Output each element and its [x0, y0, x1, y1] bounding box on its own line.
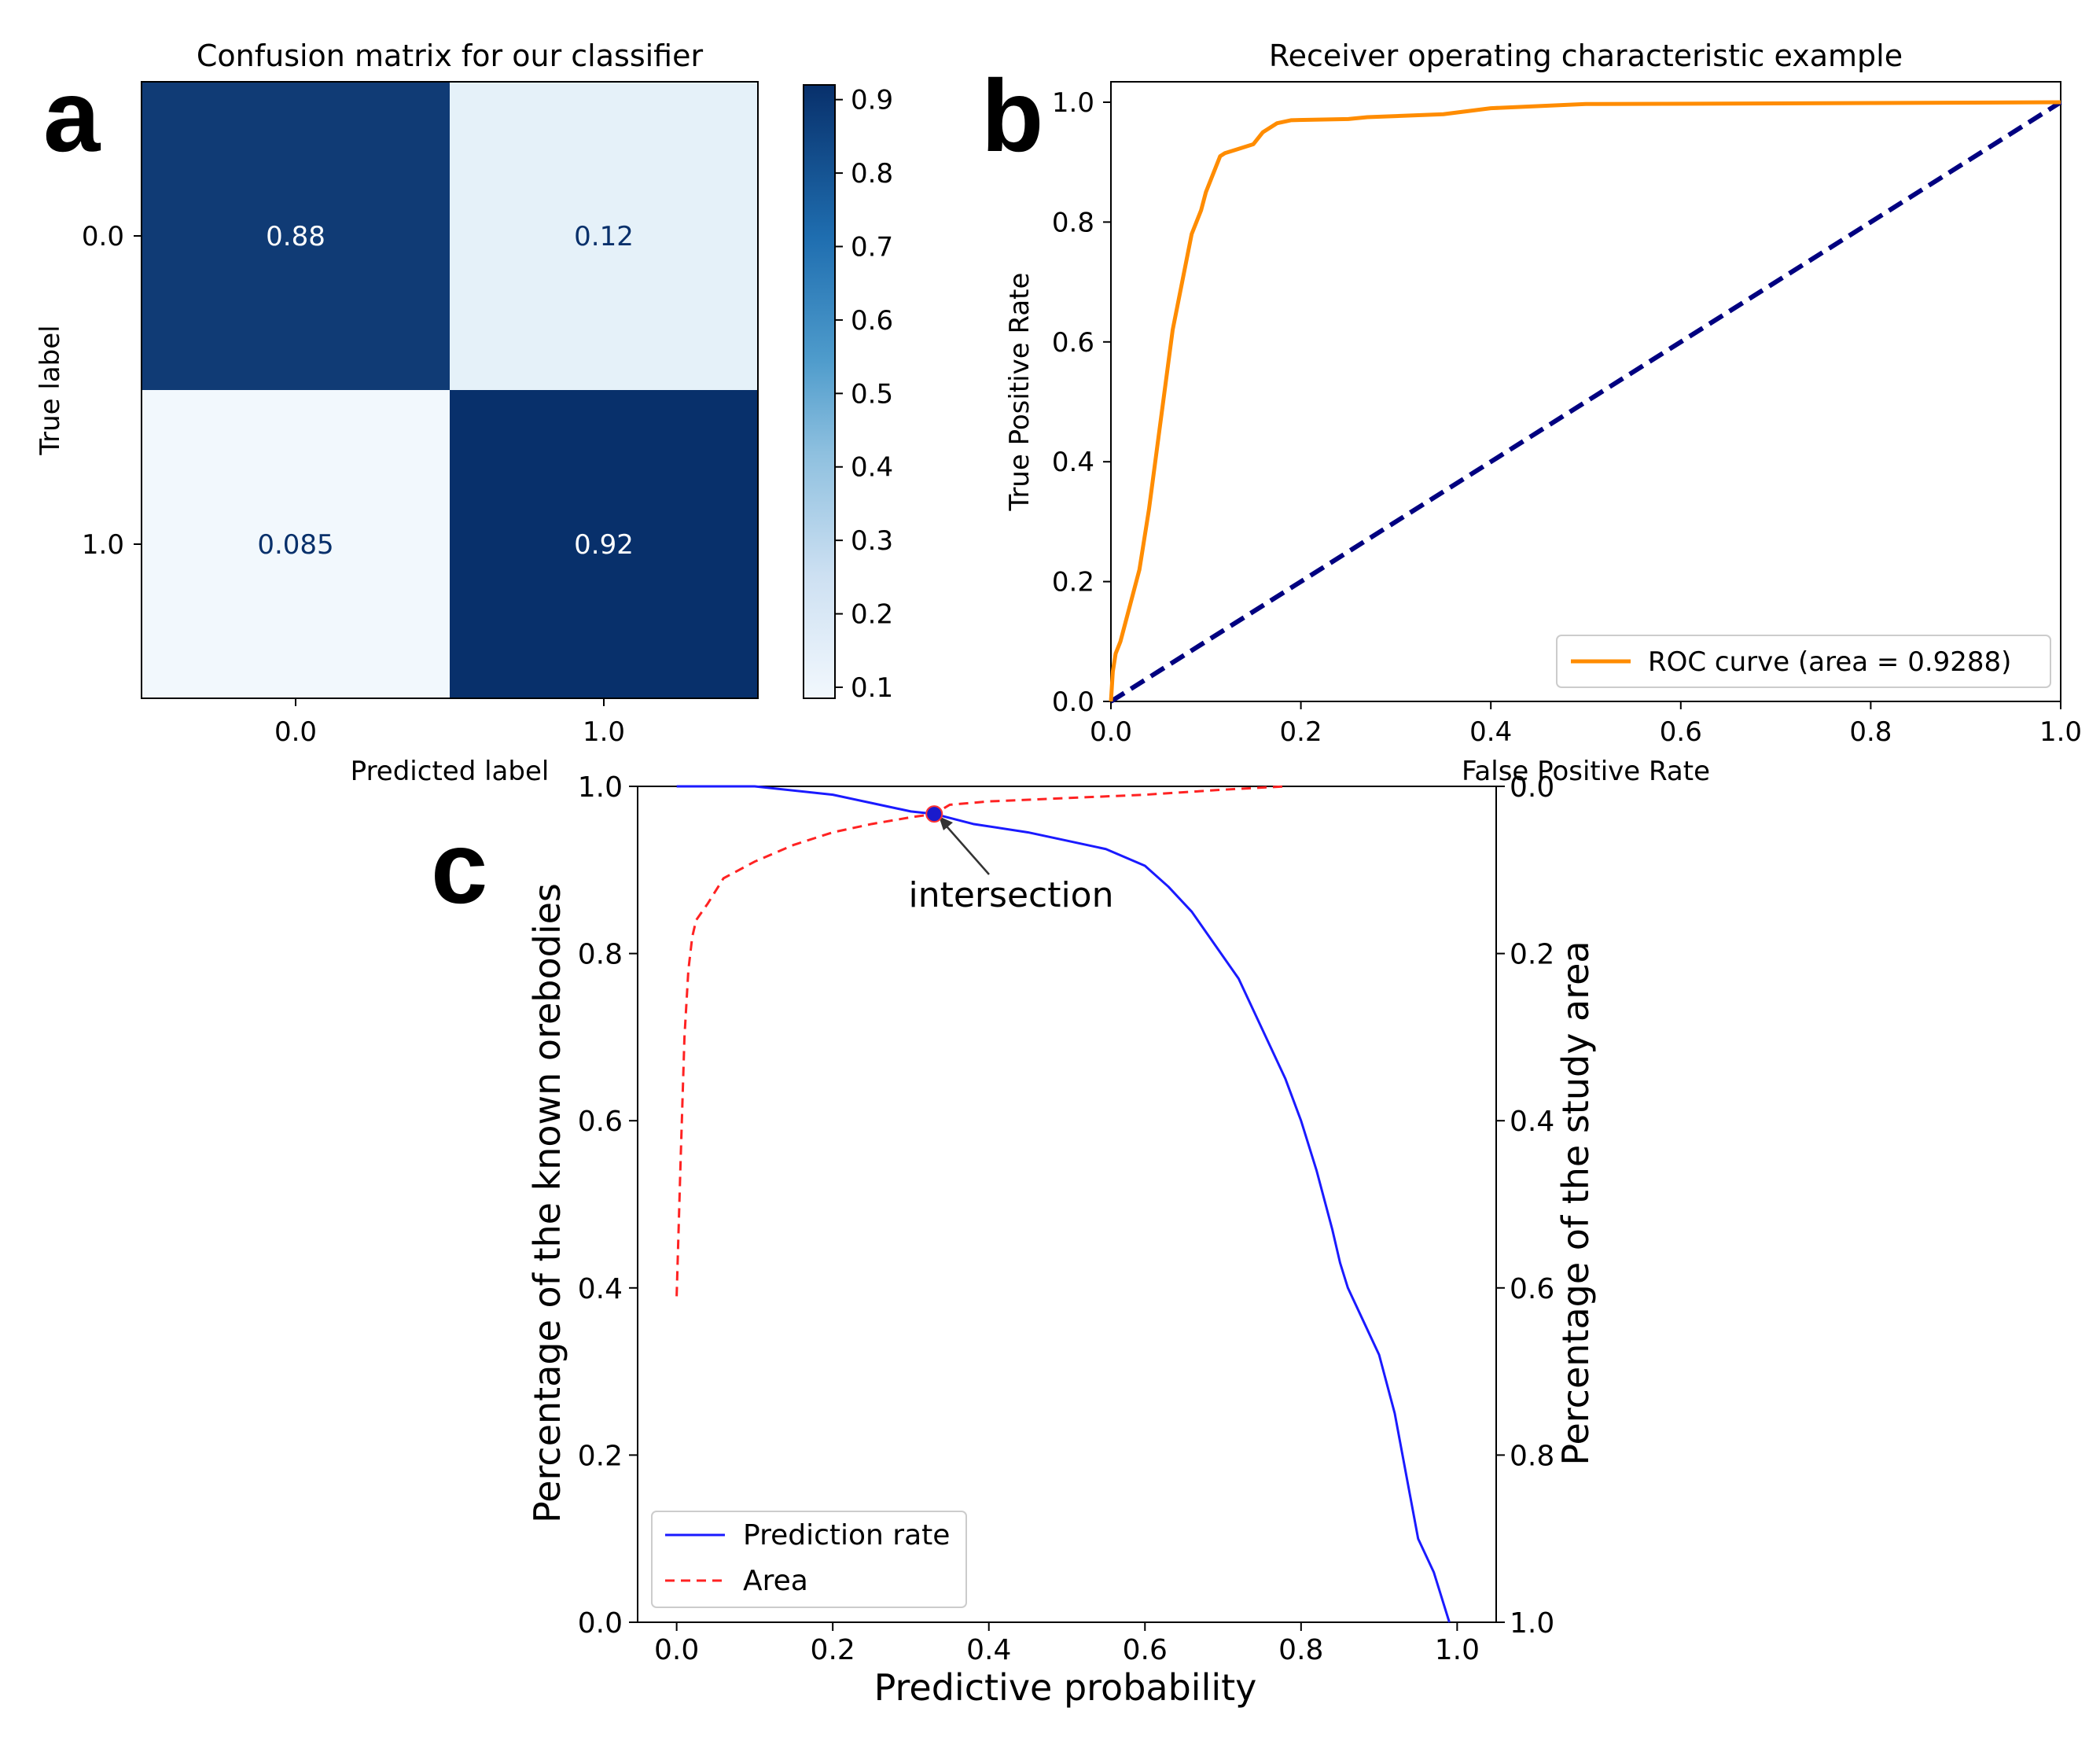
roc-xtick-label: 0.8 — [1849, 716, 1892, 748]
pa-ytick-right-label: 0.4 — [1510, 1106, 1554, 1138]
pa-xtick-label: 0.6 — [1123, 1634, 1168, 1666]
cm-colorbar — [803, 84, 836, 699]
confusion-matrix-panel: a Confusion matrix for our classifier 0.… — [35, 39, 893, 787]
pa-ytick-label: 1.0 — [578, 771, 623, 804]
cm-value-1-1: 0.92 — [574, 529, 634, 561]
pa-ytick-right-label: 0.0 — [1510, 771, 1554, 804]
roc-xtick-label: 0.0 — [1090, 716, 1132, 748]
roc-ytick-label: 0.2 — [1052, 567, 1094, 598]
pa-ytick-label: 0.2 — [578, 1440, 623, 1472]
cm-value-1-0: 0.085 — [257, 529, 333, 561]
cm-colorbar-tick-label: 0.8 — [851, 158, 893, 190]
pa-ylabel-right: Percentage of the study area — [1554, 940, 1597, 1465]
roc-curve-line — [1109, 100, 2061, 702]
prediction-area-panel: c 0.0 0.2 0.4 0.6 0.8 1.00.00.20.40.60.81.0 0.… — [431, 771, 1597, 1709]
cm-colorbar-tick-label: 0.5 — [851, 378, 893, 410]
pa-ytick-right-label: 0.6 — [1510, 1273, 1554, 1305]
pa-lines — [675, 785, 1451, 1623]
pa-annotation-arrow — [941, 820, 990, 875]
cm-cell-0-1 — [450, 82, 758, 390]
pa-ytick-label: 0.0 — [578, 1607, 623, 1640]
pa-prediction-line — [676, 785, 1451, 1623]
pa-annotation-text: intersection — [909, 875, 1114, 915]
pa-intersection-marker — [925, 805, 943, 823]
cm-row-label-0: 0.0 — [82, 221, 124, 252]
cm-colorbar-tick-label: 0.4 — [851, 452, 893, 484]
pa-ylabel: Percentage of the known orebodies — [526, 883, 568, 1523]
roc-xtick-label: 1.0 — [2039, 716, 2082, 748]
pa-annotation: intersection — [909, 805, 1114, 915]
cm-cell-1-1 — [450, 390, 758, 698]
cm-ylabel: True label — [35, 325, 66, 455]
roc-ytick-label: 0.6 — [1052, 327, 1094, 359]
pa-plot-frame — [637, 786, 1497, 1623]
cm-colorbar-tick-label: 0.1 — [851, 672, 893, 704]
cm-title: Confusion matrix for our classifier — [197, 39, 704, 73]
panel-letter-b: b — [981, 58, 1043, 173]
cm-xlabel: Predicted label — [351, 756, 550, 787]
roc-legend-label: ROC curve (area = 0.9288) — [1648, 646, 2011, 678]
cm-row-label-1: 1.0 — [82, 529, 124, 561]
cm-colorbar-ticks: 0.1 0.2 0.3 0.4 0.5 0.6 0.7 0.8 0.9 — [835, 85, 893, 704]
panel-letter-c: c — [431, 810, 487, 925]
pa-ticks: 0.0 0.2 0.4 0.6 0.8 1.0 0.0 0.2 0.4 0.6 0.8 1.0 0.0 0… — [578, 771, 1555, 1666]
pa-ytick-label: 0.6 — [578, 1106, 623, 1138]
pa-legend: Prediction rate Area — [651, 1511, 967, 1608]
roc-panel: b Receiver operating characteristic exam… — [981, 39, 2082, 787]
pa-ytick-right-label: 0.8 — [1510, 1440, 1554, 1472]
pa-legend-label-area: Area — [743, 1565, 808, 1597]
cm-colorbar-tick-label: 0.3 — [851, 525, 893, 557]
pa-legend-label-prediction: Prediction rate — [743, 1519, 950, 1551]
pa-ytick-label: 0.8 — [578, 939, 623, 971]
panel-letter-a: a — [43, 58, 101, 173]
cm-colorbar-tick-label: 0.9 — [851, 85, 893, 116]
pa-ytick-label: 0.4 — [578, 1273, 623, 1305]
roc-ytick-label: 0.8 — [1052, 207, 1094, 238]
pa-xtick-label: 0.0 — [654, 1634, 699, 1666]
cm-value-0-1: 0.12 — [574, 221, 634, 252]
cm-col-label-1: 1.0 — [583, 716, 625, 748]
roc-ticks: 0.0 0.2 0.4 0.6 0.8 1.0 0.0 0.2 0.4 0.6 0.8 1.0 — [1052, 87, 2082, 748]
pa-xtick-label: 1.0 — [1435, 1634, 1480, 1666]
cm-col-label-0: 0.0 — [274, 716, 317, 748]
cm-value-0-0: 0.88 — [266, 221, 325, 252]
pa-xtick-label: 0.4 — [966, 1634, 1011, 1666]
roc-ytick-label: 1.0 — [1052, 87, 1094, 119]
roc-xtick-label: 0.2 — [1280, 716, 1322, 748]
roc-legend: ROC curve (area = 0.9288) — [1556, 635, 2051, 688]
roc-xtick-label: 0.4 — [1469, 716, 1512, 748]
cm-colorbar-tick-label: 0.6 — [851, 305, 893, 337]
pa-legend-box — [651, 1511, 967, 1608]
cm-colorbar-tick-label: 0.7 — [851, 232, 893, 263]
roc-title: Receiver operating characteristic exampl… — [1269, 39, 1903, 73]
roc-plot-frame — [1110, 81, 2061, 702]
cm-cell-0-0 — [142, 82, 450, 390]
cm-frame — [141, 81, 759, 699]
pa-ytick-right-label: 0.2 — [1510, 939, 1554, 971]
roc-ytick-label: 0.0 — [1052, 686, 1094, 718]
roc-xtick-label: 0.6 — [1660, 716, 1702, 748]
roc-xlabel: False Positive Rate — [1462, 756, 1710, 787]
pa-ytick-right-label: 1.0 — [1510, 1607, 1554, 1640]
pa-xlabel: Predictive probability — [874, 1666, 1257, 1709]
pa-xtick-label: 0.8 — [1278, 1634, 1323, 1666]
pa-area-line — [675, 785, 1286, 1297]
cm-cell-1-0 — [142, 390, 450, 698]
roc-ylabel: True Positive Rate — [1004, 273, 1035, 512]
pa-annotation-arrowhead — [939, 816, 953, 830]
roc-ytick-label: 0.4 — [1052, 447, 1094, 478]
roc-lines — [1109, 100, 2062, 704]
roc-chance-line — [1109, 100, 2062, 704]
pa-xtick-label: 0.2 — [811, 1634, 855, 1666]
roc-legend-box — [1556, 635, 2051, 688]
cm-colorbar-tick-label: 0.2 — [851, 599, 893, 631]
